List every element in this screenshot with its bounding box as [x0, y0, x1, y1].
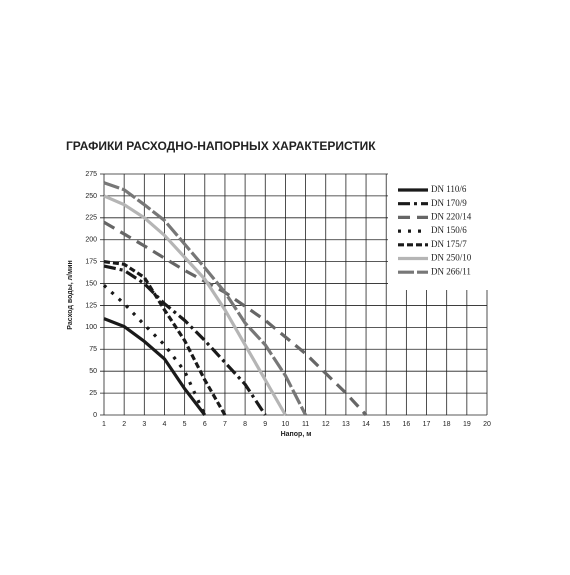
y-tick-label: 175: [85, 258, 97, 265]
series-line: [103, 220, 368, 417]
series-line: [103, 194, 287, 416]
y-axis-label: Расход воды, л/мин: [67, 260, 74, 329]
x-tick-label: 13: [342, 421, 350, 428]
y-tick-label: 0: [93, 412, 97, 419]
y-tick-label: 225: [85, 215, 97, 222]
x-tick-label: 10: [282, 421, 290, 428]
legend-label: DN 266/11: [431, 266, 471, 276]
legend-label: DN 170/9: [431, 198, 467, 208]
series-line: [103, 317, 207, 416]
x-tick-label: 17: [423, 421, 431, 428]
x-tick-label: 8: [243, 421, 247, 428]
x-tick-label: 11: [302, 421, 309, 428]
x-tick-label: 4: [163, 421, 167, 428]
y-tick-label: 150: [85, 280, 97, 287]
x-tick-label: 16: [402, 421, 410, 428]
x-tick-label: 12: [322, 421, 330, 428]
series-line: [103, 260, 227, 416]
y-tick-label: 25: [89, 390, 97, 397]
y-tick-label: 275: [85, 171, 97, 178]
y-tick-label: 100: [85, 324, 97, 331]
x-tick-label: 14: [362, 421, 370, 428]
legend-label: DN 110/6: [431, 184, 467, 194]
legend-label: DN 175/7: [431, 239, 467, 249]
x-tick-label: 9: [263, 421, 267, 428]
series-line: [103, 264, 267, 416]
x-tick-label: 15: [382, 421, 390, 428]
x-tick-label: 3: [142, 421, 146, 428]
x-tick-label: 7: [223, 421, 227, 428]
x-tick-label: 2: [122, 421, 126, 428]
legend-label: DN 220/14: [431, 211, 472, 221]
legend-label: DN 250/10: [431, 253, 472, 263]
y-tick-label: 125: [85, 302, 97, 309]
x-tick-label: 19: [463, 421, 471, 428]
x-tick-label: 1: [102, 421, 106, 428]
x-tick-label: 6: [203, 421, 207, 428]
y-tick-label: 200: [85, 237, 97, 244]
y-tick-label: 75: [89, 346, 97, 353]
legend-label: DN 150/6: [431, 225, 467, 235]
x-tick-label: 5: [183, 421, 187, 428]
y-tick-label: 250: [85, 193, 97, 200]
series-line: [103, 181, 308, 416]
x-tick-label: 18: [443, 421, 451, 428]
x-axis-label: Напор, м: [281, 431, 312, 438]
y-tick-label: 50: [89, 368, 97, 375]
series-line: [102, 284, 207, 416]
x-tick-label: 20: [483, 421, 491, 428]
chart-title: ГРАФИКИ РАСХОДНО-НАПОРНЫХ ХАРАКТЕРИСТИК: [66, 139, 376, 153]
